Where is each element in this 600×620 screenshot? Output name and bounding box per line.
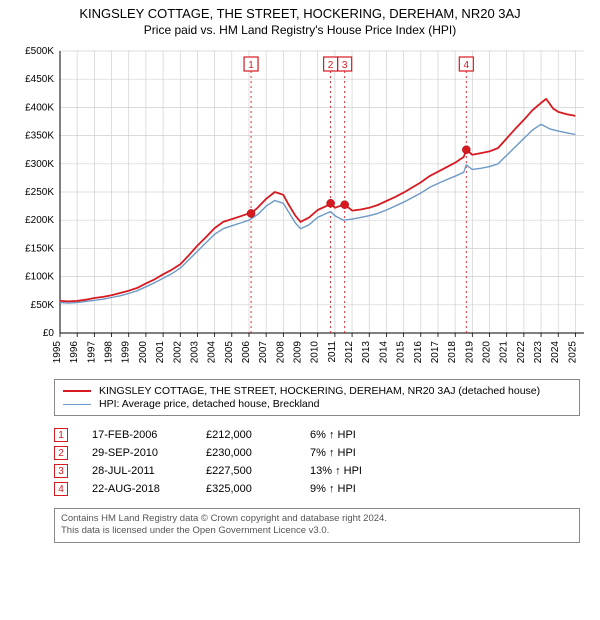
sale-diff: 6% ↑ HPI: [310, 429, 430, 441]
chart-subtitle: Price paid vs. HM Land Registry's House …: [10, 23, 590, 37]
svg-text:£250K: £250K: [25, 187, 54, 198]
footer-line: This data is licensed under the Open Gov…: [61, 525, 573, 537]
svg-text:£0: £0: [43, 328, 55, 339]
svg-text:£350K: £350K: [25, 131, 54, 142]
legend-label: HPI: Average price, detached house, Brec…: [99, 398, 319, 410]
sale-date: 22-AUG-2018: [92, 483, 182, 495]
svg-text:2013: 2013: [361, 341, 372, 364]
sale-marker-box: 2: [54, 446, 68, 460]
svg-text:2012: 2012: [344, 341, 355, 364]
legend-label: KINGSLEY COTTAGE, THE STREET, HOCKERING,…: [99, 385, 540, 397]
svg-text:2000: 2000: [138, 341, 149, 364]
svg-text:2003: 2003: [189, 341, 200, 364]
attribution-footer: Contains HM Land Registry data © Crown c…: [54, 508, 580, 543]
svg-text:2024: 2024: [550, 341, 561, 364]
svg-text:2021: 2021: [499, 341, 510, 364]
svg-text:1996: 1996: [69, 341, 80, 364]
svg-text:£50K: £50K: [31, 300, 55, 311]
svg-text:2023: 2023: [533, 341, 544, 364]
svg-text:2: 2: [328, 60, 334, 71]
svg-text:3: 3: [342, 60, 348, 71]
svg-text:2016: 2016: [413, 341, 424, 364]
svg-text:2008: 2008: [275, 341, 286, 364]
figure-container: KINGSLEY COTTAGE, THE STREET, HOCKERING,…: [0, 0, 600, 620]
footer-line: Contains HM Land Registry data © Crown c…: [61, 513, 573, 525]
svg-text:1999: 1999: [121, 341, 132, 364]
sale-date: 28-JUL-2011: [92, 465, 182, 477]
legend-item: KINGSLEY COTTAGE, THE STREET, HOCKERING,…: [63, 385, 571, 397]
legend-swatch: [63, 390, 91, 392]
svg-text:2006: 2006: [241, 341, 252, 364]
sale-diff: 13% ↑ HPI: [310, 465, 430, 477]
svg-text:2005: 2005: [224, 341, 235, 364]
svg-text:2007: 2007: [258, 341, 269, 364]
svg-text:2022: 2022: [516, 341, 527, 364]
sales-table: 1 17-FEB-2006 £212,000 6% ↑ HPI 2 29-SEP-2010…: [54, 424, 580, 500]
sale-date: 29-SEP-2010: [92, 447, 182, 459]
svg-text:£100K: £100K: [25, 272, 54, 283]
sale-marker-box: 1: [54, 428, 68, 442]
svg-text:1997: 1997: [86, 341, 97, 364]
sale-date: 17-FEB-2006: [92, 429, 182, 441]
svg-text:1995: 1995: [52, 341, 63, 364]
sale-row: 3 28-JUL-2011 £227,500 13% ↑ HPI: [54, 464, 580, 478]
svg-text:2025: 2025: [567, 341, 578, 364]
sale-diff: 9% ↑ HPI: [310, 483, 430, 495]
svg-text:2011: 2011: [327, 341, 338, 363]
svg-text:£500K: £500K: [25, 46, 54, 57]
svg-text:1998: 1998: [104, 341, 115, 364]
svg-text:2014: 2014: [378, 341, 389, 364]
sale-price: £227,500: [206, 465, 286, 477]
sale-price: £212,000: [206, 429, 286, 441]
sale-row: 4 22-AUG-2018 £325,000 9% ↑ HPI: [54, 482, 580, 496]
sale-diff: 7% ↑ HPI: [310, 447, 430, 459]
svg-text:£400K: £400K: [25, 102, 54, 113]
svg-text:4: 4: [464, 60, 470, 71]
svg-text:2004: 2004: [207, 341, 218, 364]
sale-price: £325,000: [206, 483, 286, 495]
chart-title: KINGSLEY COTTAGE, THE STREET, HOCKERING,…: [10, 6, 590, 21]
svg-text:2002: 2002: [172, 341, 183, 364]
svg-text:1: 1: [248, 60, 254, 71]
sale-marker-box: 3: [54, 464, 68, 478]
legend-swatch: [63, 404, 91, 405]
svg-text:2017: 2017: [430, 341, 441, 364]
legend: KINGSLEY COTTAGE, THE STREET, HOCKERING,…: [54, 379, 580, 416]
svg-text:2019: 2019: [464, 341, 475, 364]
sale-marker-box: 4: [54, 482, 68, 496]
svg-text:2001: 2001: [155, 341, 166, 364]
svg-text:£300K: £300K: [25, 159, 54, 170]
svg-text:2020: 2020: [482, 341, 493, 364]
svg-text:2018: 2018: [447, 341, 458, 364]
chart-area: £0 £50K £100K £150K £200K £250K £300K £350K £400…: [10, 43, 590, 373]
svg-text:£450K: £450K: [25, 74, 54, 85]
svg-text:£200K: £200K: [25, 215, 54, 226]
sale-price: £230,000: [206, 447, 286, 459]
line-chart: £0 £50K £100K £150K £200K £250K £300K £350K £400…: [10, 43, 590, 373]
svg-text:£150K: £150K: [25, 243, 54, 254]
svg-text:2009: 2009: [293, 341, 304, 364]
svg-text:2010: 2010: [310, 341, 321, 364]
legend-item: HPI: Average price, detached house, Brec…: [63, 398, 571, 410]
svg-text:2015: 2015: [396, 341, 407, 364]
sale-row: 1 17-FEB-2006 £212,000 6% ↑ HPI: [54, 428, 580, 442]
sale-row: 2 29-SEP-2010 £230,000 7% ↑ HPI: [54, 446, 580, 460]
